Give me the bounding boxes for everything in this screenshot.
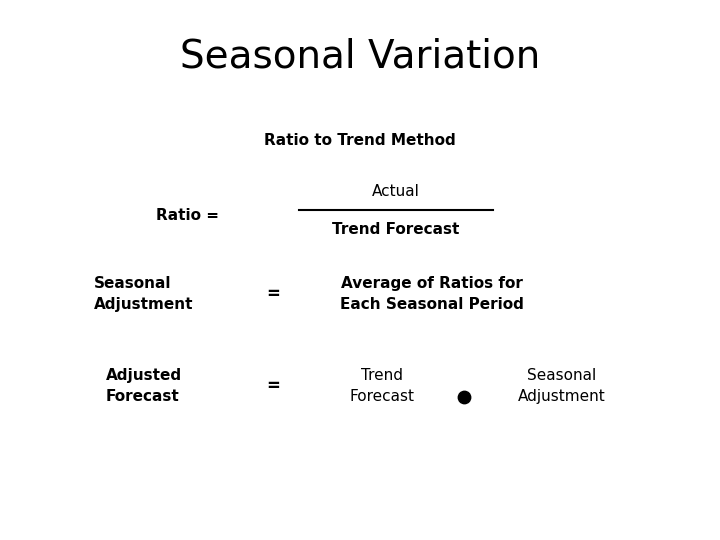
Text: Seasonal
Adjustment: Seasonal Adjustment xyxy=(518,368,606,404)
Text: Adjusted
Forecast: Adjusted Forecast xyxy=(106,368,182,404)
Text: Trend Forecast: Trend Forecast xyxy=(333,222,459,237)
Text: =: = xyxy=(266,377,281,395)
Text: Ratio =: Ratio = xyxy=(156,208,219,224)
Text: Trend
Forecast: Trend Forecast xyxy=(349,368,414,404)
Text: =: = xyxy=(266,285,281,303)
Text: Seasonal Variation: Seasonal Variation xyxy=(180,38,540,76)
Text: Average of Ratios for
Each Seasonal Period: Average of Ratios for Each Seasonal Peri… xyxy=(340,276,524,312)
Text: Seasonal
Adjustment: Seasonal Adjustment xyxy=(94,276,194,312)
Text: Ratio to Trend Method: Ratio to Trend Method xyxy=(264,133,456,148)
Text: Actual: Actual xyxy=(372,184,420,199)
